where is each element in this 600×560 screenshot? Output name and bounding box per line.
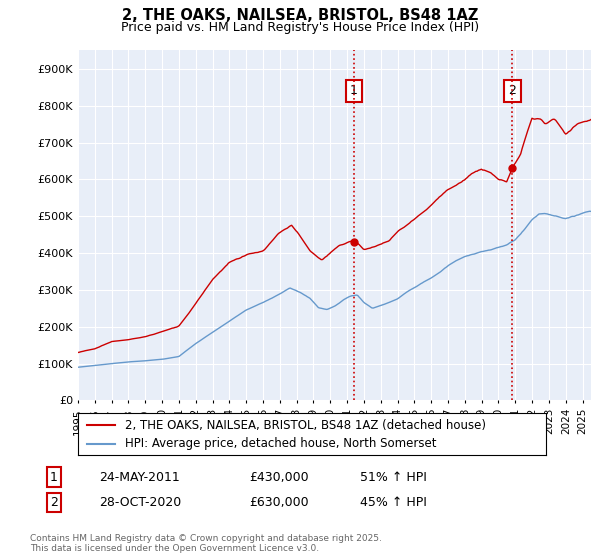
Text: £630,000: £630,000	[249, 496, 308, 509]
Text: 2, THE OAKS, NAILSEA, BRISTOL, BS48 1AZ (detached house): 2, THE OAKS, NAILSEA, BRISTOL, BS48 1AZ …	[125, 418, 486, 432]
Text: 1: 1	[50, 470, 58, 484]
Text: 28-OCT-2020: 28-OCT-2020	[99, 496, 181, 509]
Text: 2, THE OAKS, NAILSEA, BRISTOL, BS48 1AZ: 2, THE OAKS, NAILSEA, BRISTOL, BS48 1AZ	[122, 8, 478, 24]
Text: 24-MAY-2011: 24-MAY-2011	[99, 470, 180, 484]
Text: 2: 2	[509, 85, 517, 97]
Text: 45% ↑ HPI: 45% ↑ HPI	[360, 496, 427, 509]
Text: 51% ↑ HPI: 51% ↑ HPI	[360, 470, 427, 484]
Text: £430,000: £430,000	[249, 470, 308, 484]
Text: 2: 2	[50, 496, 58, 509]
Text: HPI: Average price, detached house, North Somerset: HPI: Average price, detached house, Nort…	[125, 437, 436, 450]
Text: Contains HM Land Registry data © Crown copyright and database right 2025.
This d: Contains HM Land Registry data © Crown c…	[30, 534, 382, 553]
Text: Price paid vs. HM Land Registry's House Price Index (HPI): Price paid vs. HM Land Registry's House …	[121, 21, 479, 34]
Text: 1: 1	[350, 85, 358, 97]
